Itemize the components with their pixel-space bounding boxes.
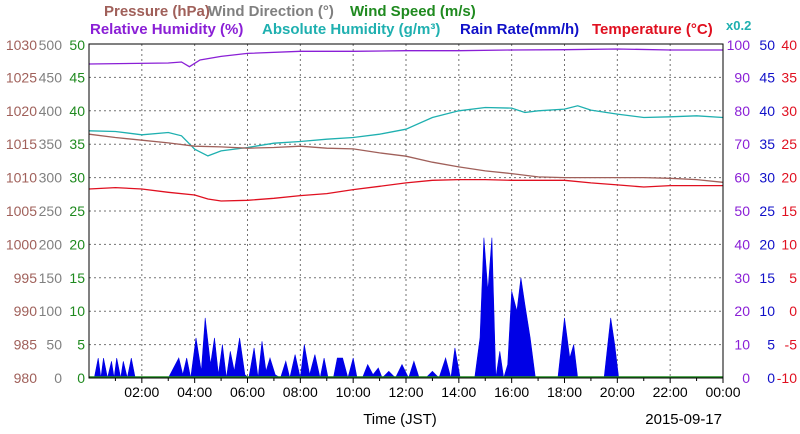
tick-label-rain-rate-mm-h: 0 <box>767 370 775 386</box>
tick-label-wind-direction: 200 <box>39 236 63 252</box>
axes: 9809859909951000100510101015102010251030… <box>6 37 797 400</box>
series <box>88 48 724 380</box>
tick-label-relative-humidity: 70 <box>734 136 750 152</box>
tick-label-rain-rate-mm-h: 35 <box>759 136 775 152</box>
tick-label-relative-humidity: 100 <box>727 37 751 53</box>
tick-label-temperature-c: -10 <box>777 370 797 386</box>
tick-label-rain-rate-mm-h: 10 <box>759 303 775 319</box>
series-line-relative-humidity <box>88 48 723 68</box>
tick-label-relative-humidity: 20 <box>734 303 750 319</box>
tick-label-pressure-hpa: 1010 <box>6 170 37 186</box>
x-tick-label: 16:00 <box>494 384 529 400</box>
series-line-pressure-hpa <box>88 133 724 183</box>
tick-label-pressure-hpa: 985 <box>14 337 38 353</box>
tick-label-wind-direction: 300 <box>39 170 63 186</box>
tick-label-wind-direction: 500 <box>39 37 63 53</box>
tick-label-pressure-hpa: 980 <box>14 370 38 386</box>
tick-label-wind-direction: 350 <box>39 136 63 152</box>
tick-label-temperature-c: -5 <box>785 337 798 353</box>
tick-label-pressure-hpa: 1020 <box>6 103 37 119</box>
tick-label-temperature-c: 30 <box>781 103 797 119</box>
tick-label-relative-humidity: 90 <box>734 69 750 85</box>
tick-label-relative-humidity: 40 <box>734 236 750 252</box>
tick-label-wind-speed-m-s: 50 <box>69 37 85 53</box>
x-tick-label: 06:00 <box>230 384 265 400</box>
legend-label-rain-rate: Rain Rate(mm/h) <box>460 21 579 38</box>
tick-label-rain-rate-mm-h: 25 <box>759 203 775 219</box>
legend-label-relative-humidity: Relative Humidity (%) <box>90 21 243 38</box>
tick-label-wind-direction: 50 <box>46 337 62 353</box>
tick-label-wind-speed-m-s: 10 <box>69 303 85 319</box>
tick-label-temperature-c: 35 <box>781 69 797 85</box>
tick-label-temperature-c: 20 <box>781 170 797 186</box>
tick-label-temperature-c: 10 <box>781 236 797 252</box>
tick-label-temperature-c: 40 <box>781 37 797 53</box>
x-axis-label: Time (JST) <box>363 411 437 428</box>
tick-label-wind-speed-m-s: 25 <box>69 203 85 219</box>
x-tick-label: 18:00 <box>547 384 582 400</box>
date-label: 2015-09-17 <box>645 411 722 428</box>
tick-label-rain-rate-mm-h: 45 <box>759 69 775 85</box>
tick-label-rain-rate-mm-h: 20 <box>759 236 775 252</box>
tick-label-wind-speed-m-s: 45 <box>69 69 85 85</box>
tick-label-wind-direction: 450 <box>39 69 63 85</box>
tick-label-pressure-hpa: 1030 <box>6 37 37 53</box>
legend-label-wind-speed: Wind Speed (m/s) <box>350 3 476 20</box>
x-tick-label: 00:00 <box>705 384 740 400</box>
tick-label-wind-direction: 100 <box>39 303 63 319</box>
tick-label-wind-speed-m-s: 30 <box>69 170 85 186</box>
tick-label-pressure-hpa: 990 <box>14 303 38 319</box>
tick-label-relative-humidity: 10 <box>734 337 750 353</box>
tick-label-wind-direction: 400 <box>39 103 63 119</box>
tick-label-relative-humidity: 50 <box>734 203 750 219</box>
tick-label-wind-speed-m-s: 40 <box>69 103 85 119</box>
tick-label-rain-rate-mm-h: 15 <box>759 270 775 286</box>
x-tick-label: 20:00 <box>600 384 635 400</box>
x-tick-label: 02:00 <box>124 384 159 400</box>
tick-label-wind-direction: 0 <box>54 370 62 386</box>
legend-label-pressure: Pressure (hPa) <box>104 3 210 20</box>
tick-label-wind-speed-m-s: 0 <box>77 370 85 386</box>
tick-label-rain-rate-mm-h: 30 <box>759 170 775 186</box>
tick-label-rain-rate-mm-h: 5 <box>767 337 775 353</box>
tick-label-rain-rate-mm-h: 40 <box>759 103 775 119</box>
tick-label-pressure-hpa: 1005 <box>6 203 37 219</box>
legend-label-wind-direction: Wind Direction (°) <box>208 3 334 20</box>
tick-label-pressure-hpa: 1015 <box>6 136 37 152</box>
tick-label-rain-rate-mm-h: 50 <box>759 37 775 53</box>
tick-label-relative-humidity: 30 <box>734 270 750 286</box>
tick-label-relative-humidity: 80 <box>734 103 750 119</box>
tick-label-temperature-c: 0 <box>789 303 797 319</box>
tick-label-wind-speed-m-s: 20 <box>69 236 85 252</box>
tick-label-pressure-hpa: 1000 <box>6 236 37 252</box>
tick-label-relative-humidity: 60 <box>734 170 750 186</box>
x-tick-label: 08:00 <box>283 384 318 400</box>
legend: Pressure (hPa) Wind Direction (°) Wind S… <box>90 3 751 38</box>
tick-label-temperature-c: 5 <box>789 270 797 286</box>
tick-label-temperature-c: 25 <box>781 136 797 152</box>
x-tick-label: 14:00 <box>441 384 476 400</box>
tick-label-wind-speed-m-s: 15 <box>69 270 85 286</box>
x-tick-label: 10:00 <box>336 384 371 400</box>
tick-label-wind-speed-m-s: 5 <box>77 337 85 353</box>
tick-label-relative-humidity: 0 <box>742 370 750 386</box>
tick-label-wind-direction: 250 <box>39 203 63 219</box>
tick-label-wind-direction: 150 <box>39 270 63 286</box>
x-tick-label: 12:00 <box>388 384 423 400</box>
series-line-temperature-c <box>88 178 723 202</box>
tick-label-pressure-hpa: 1025 <box>6 69 37 85</box>
series-line-absolute-humidity-g-m <box>88 105 724 157</box>
tick-label-pressure-hpa: 995 <box>14 270 38 286</box>
tick-label-wind-speed-m-s: 35 <box>69 136 85 152</box>
legend-label-absolute-humidity: Absolute Humidity (g/m³) <box>262 21 440 38</box>
tick-label-temperature-c: 15 <box>781 203 797 219</box>
abs-humidity-scale-note: x0.2 <box>726 18 751 33</box>
x-tick-label: 22:00 <box>653 384 688 400</box>
x-tick-label: 04:00 <box>177 384 212 400</box>
legend-label-temperature: Temperature (°C) <box>592 21 713 38</box>
